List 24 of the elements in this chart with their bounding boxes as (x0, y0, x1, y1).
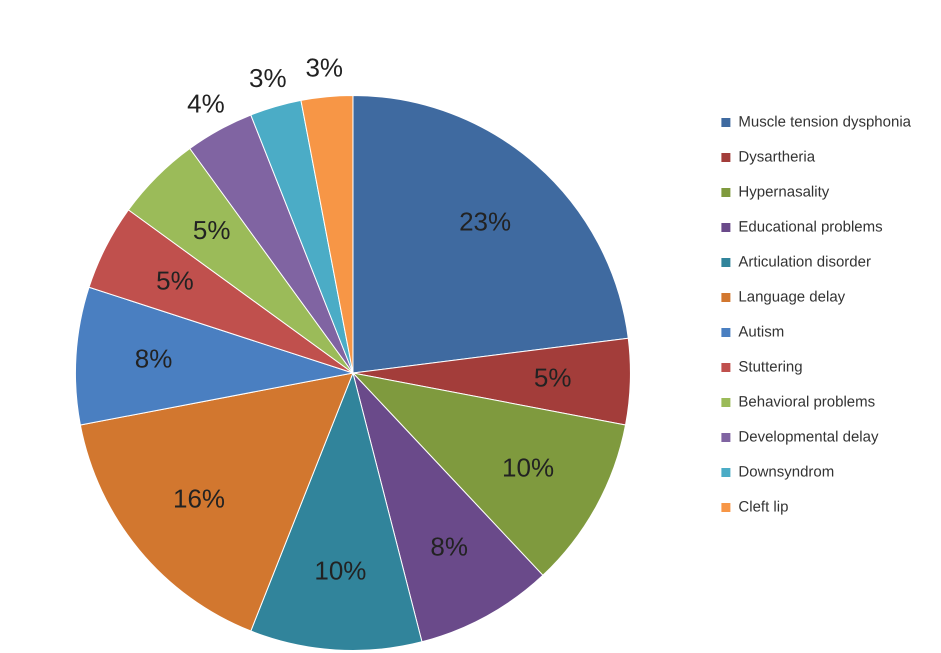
legend-label: Hypernasality (738, 184, 830, 201)
data-label: 4% (187, 88, 225, 119)
data-label: 8% (430, 531, 468, 562)
data-label: 10% (502, 452, 554, 482)
legend-label: Language delay (738, 288, 846, 306)
data-label: 5% (156, 265, 194, 296)
legend-label: Cleft lip (738, 498, 788, 516)
data-label: 23% (459, 206, 512, 236)
data-label: 16% (172, 484, 226, 514)
legend-label: Downsyndrom (738, 464, 834, 481)
legend-label: Educational problems (738, 218, 883, 236)
legend-label: Developmental delay (738, 428, 879, 446)
data-label: 10% (314, 556, 366, 586)
data-label: 8% (134, 344, 172, 374)
data-label: 3% (305, 52, 344, 82)
data-label: 5% (192, 214, 230, 245)
legend-label: Stuttering (738, 358, 803, 376)
legend-label: Behavioral problems (738, 394, 876, 411)
legend-label: Muscle tension dysphonia (738, 114, 912, 131)
data-label: 3% (249, 63, 287, 94)
legend-label: Dysartheria (738, 148, 816, 166)
data-label: 5% (534, 362, 572, 392)
legend-label: Autism (738, 324, 784, 341)
legend-label: Articulation disorder (738, 254, 871, 271)
